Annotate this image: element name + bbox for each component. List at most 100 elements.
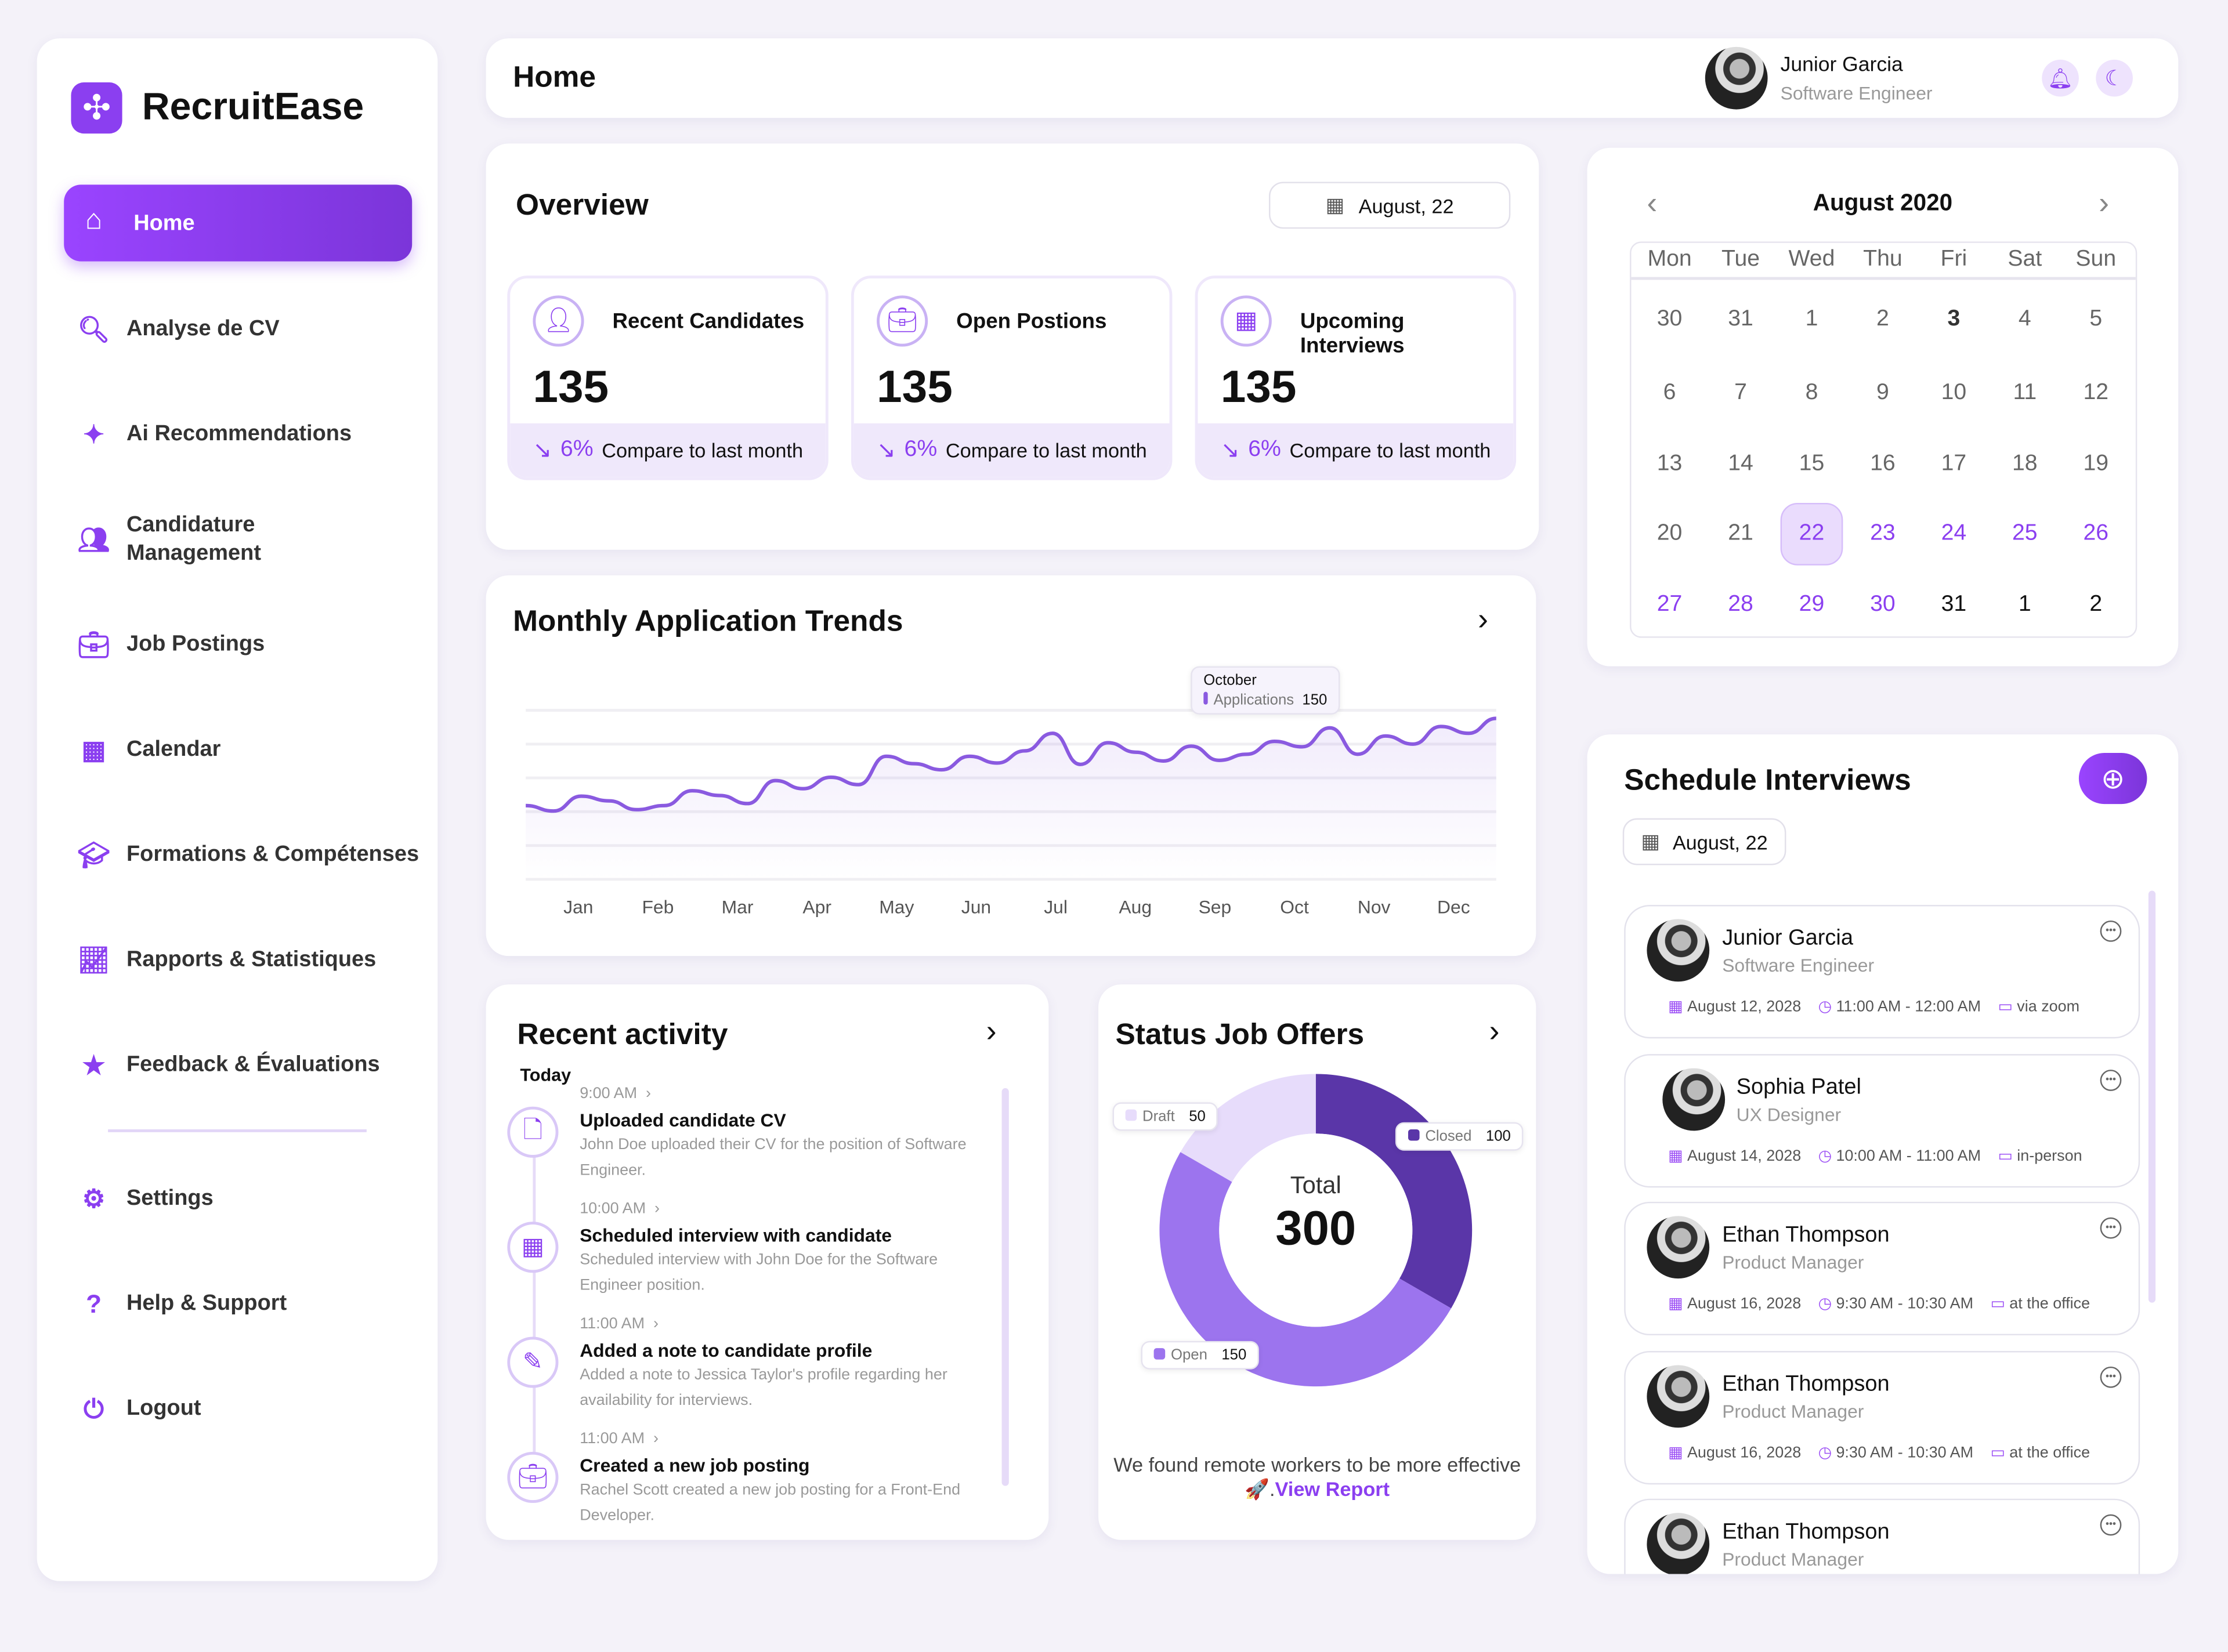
sidebar-item-candidature-management[interactable]: 👥︎ Candidature Management — [78, 512, 419, 568]
overview-date-picker[interactable]: ▦ August, 22 — [1268, 182, 1511, 229]
calendar-day[interactable]: 3 — [1947, 306, 1961, 331]
x-tick-label: Mar — [722, 897, 754, 918]
logo-icon: ✣ — [71, 82, 122, 134]
calendar-day[interactable]: 11 — [2013, 381, 2037, 405]
sidebar-item-analyse-de-cv[interactable]: 🔍︎ Analyse de CV — [78, 314, 419, 345]
next-month-button[interactable]: › — [2099, 184, 2110, 220]
date-label: August, 22 — [1358, 194, 1454, 217]
calendar-day[interactable]: 4 — [2018, 306, 2031, 331]
timeline-line — [533, 1126, 536, 1496]
chevron-right-icon[interactable]: › — [1477, 600, 1488, 637]
moon-icon[interactable]: ☾ — [2096, 59, 2133, 97]
schedule-date-picker[interactable]: ▦ August, 22 — [1622, 818, 1786, 865]
calendar-day[interactable]: 9 — [1876, 381, 1889, 405]
chevron-right-icon[interactable]: › — [986, 1013, 997, 1049]
calendar-day[interactable]: 14 — [1728, 451, 1753, 476]
calendar-day[interactable]: 28 — [1728, 592, 1753, 617]
pencil-icon: ✎ — [507, 1336, 559, 1388]
tooltip-value: 150 — [1302, 691, 1328, 709]
stat-value: 135 — [1220, 361, 1297, 412]
sidebar-item-home[interactable]: ⌂ Home — [64, 184, 413, 262]
overview-title: Overview — [515, 189, 649, 222]
sidebar-item-formations-compétenses[interactable]: 🎓︎ Formations & Compétenses — [78, 839, 419, 871]
calendar-day[interactable]: 12 — [2083, 381, 2109, 405]
calendar-day[interactable]: 31 — [1941, 592, 1967, 617]
calendar-day[interactable]: 26 — [2083, 521, 2109, 546]
scrollbar[interactable] — [2148, 890, 2156, 1303]
calendar-day[interactable]: 31 — [1728, 306, 1753, 331]
star-icon: ★ — [82, 1050, 106, 1079]
calendar-day[interactable]: 19 — [2083, 451, 2109, 476]
calendar-day[interactable]: 5 — [2089, 306, 2103, 331]
donut-slice-open[interactable] — [1159, 1152, 1452, 1387]
calendar-day[interactable]: 25 — [2012, 521, 2038, 546]
stat-card[interactable]: ▦ Upcoming Interviews 135 ↘ 6% Compare to … — [1195, 276, 1517, 480]
file-icon: 🗋 — [507, 1106, 559, 1158]
calendar-day[interactable]: 2 — [2089, 592, 2103, 617]
x-tick-label: Aug — [1119, 897, 1152, 918]
add-interview-button[interactable]: ⊕ — [2078, 752, 2147, 805]
sidebar-item-help-support[interactable]: ? Help & Support — [78, 1288, 419, 1320]
stat-change: 6% — [560, 437, 594, 462]
calendar-day[interactable]: 17 — [1941, 451, 1967, 476]
calendar-day[interactable]: 30 — [1870, 592, 1896, 617]
calendar-day[interactable]: 2 — [1876, 306, 1889, 331]
x-tick-label: Jan — [563, 897, 593, 918]
date-label: August, 22 — [1672, 830, 1768, 853]
stat-label: Open Postions — [956, 309, 1107, 334]
series-line-applications — [526, 716, 1497, 813]
donut-total: 300 — [1275, 1201, 1357, 1256]
sidebar-item-ai-recommendations[interactable]: ✦ Ai Recommendations — [78, 419, 419, 450]
activity-title: Uploaded candidate CV — [580, 1109, 786, 1131]
weekday-label: Sat — [2008, 247, 2042, 271]
activity-item[interactable]: 💼︎ 11:00 AM › Created a new job posting … — [504, 1429, 994, 1543]
activity-desc: Rachel Scott created a new job posting f… — [580, 1481, 961, 1524]
footer-text: We found remote workers to be more effec… — [1113, 1453, 1521, 1501]
calendar-day[interactable]: 20 — [1656, 521, 1683, 546]
scrollbar[interactable] — [1001, 1088, 1009, 1486]
sidebar-item-logout[interactable]: ⏻ Logout — [78, 1393, 419, 1425]
stat-compare: Compare to last month — [945, 439, 1147, 462]
calendar-day[interactable]: 18 — [2012, 451, 2038, 476]
activity-title: Added a note to candidate profile — [580, 1339, 873, 1361]
activity-item[interactable]: 🗋 9:00 AM › Uploaded candidate CV John D… — [504, 1084, 994, 1198]
donut-slice-draft[interactable] — [1180, 1074, 1316, 1182]
calendar-day[interactable]: 27 — [1656, 592, 1683, 617]
calendar-day[interactable]: 15 — [1799, 451, 1825, 476]
stat-card[interactable]: 👤︎ Recent Candidates 135 ↘ 6% Compare to l… — [507, 276, 829, 480]
sidebar-item-calendar[interactable]: ▦ Calendar — [78, 734, 419, 766]
calendar-day[interactable]: 1 — [2018, 592, 2031, 617]
trend-down-icon: ↘ — [533, 439, 552, 463]
prev-month-button[interactable]: ‹ — [1647, 184, 1658, 220]
calendar-day[interactable]: 1 — [1805, 306, 1818, 331]
weekday-label: Thu — [1863, 247, 1903, 271]
calendar-day[interactable]: 24 — [1941, 521, 1967, 546]
sidebar-item-rapports-statistiques[interactable]: 📈︎ Rapports & Statistiques — [78, 945, 419, 976]
sidebar-item-job-postings[interactable]: 💼︎ Job Postings — [78, 629, 419, 661]
calendar-icon: ▦ — [81, 735, 106, 764]
calendar-day[interactable]: 10 — [1941, 381, 1967, 405]
sidebar-item-settings[interactable]: ⚙ Settings — [78, 1183, 419, 1215]
calendar-day[interactable]: 6 — [1663, 381, 1676, 405]
bell-icon[interactable]: 🔔︎ — [2042, 59, 2079, 97]
briefcase-icon: 💼︎ — [77, 630, 110, 659]
legend-value: 150 — [1221, 1346, 1247, 1364]
activity-item[interactable]: ▦ 10:00 AM › Scheduled interview with ca… — [504, 1199, 994, 1313]
calendar-day-selected[interactable]: 22 — [1780, 502, 1843, 566]
calendar-day[interactable]: 23 — [1870, 521, 1896, 546]
stat-card[interactable]: 💼︎ Open Postions 135 ↘ 6% Compare to last … — [851, 276, 1173, 480]
calendar-icon: ▦ — [507, 1222, 559, 1273]
user-avatar[interactable] — [1705, 46, 1768, 110]
calendar-day[interactable]: 29 — [1799, 592, 1825, 617]
activity-item[interactable]: ✎ 11:00 AM › Added a note to candidate p… — [504, 1314, 994, 1428]
calendar-day[interactable]: 8 — [1805, 381, 1818, 405]
calendar-day[interactable]: 7 — [1734, 381, 1747, 405]
schedule-card: Schedule Interviews ⊕ ▦ August, 22 — [1587, 734, 2179, 1574]
sidebar-item-feedback-évaluations[interactable]: ★ Feedback & Évaluations — [78, 1050, 419, 1081]
calendar-day[interactable]: 21 — [1728, 521, 1753, 546]
calendar-day[interactable]: 16 — [1870, 451, 1896, 476]
calendar-day[interactable]: 30 — [1656, 306, 1683, 331]
view-report-link[interactable]: View Report — [1275, 1477, 1390, 1501]
calendar-day[interactable]: 13 — [1656, 451, 1683, 476]
chevron-right-icon[interactable]: › — [1489, 1013, 1500, 1049]
